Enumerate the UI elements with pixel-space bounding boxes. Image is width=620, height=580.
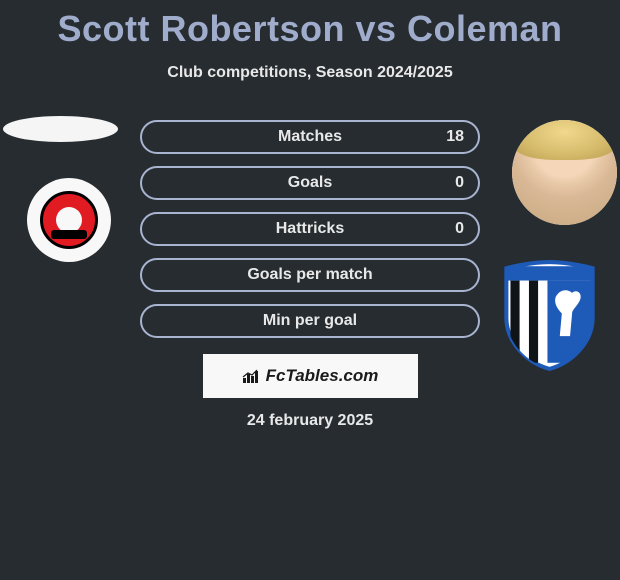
stat-value-right: 0	[455, 174, 464, 192]
stats-container: Matches 18 Goals 0 Hattricks 0 Goals per…	[140, 120, 480, 338]
stat-row-min-per-goal: Min per goal	[140, 304, 480, 338]
page-title: Scott Robertson vs Coleman	[0, 0, 620, 50]
stat-row-hattricks: Hattricks 0	[140, 212, 480, 246]
stat-label: Goals	[288, 174, 332, 192]
stat-row-goals: Goals 0	[140, 166, 480, 200]
comparison-area: Matches 18 Goals 0 Hattricks 0 Goals per…	[0, 120, 620, 430]
stat-value-right: 0	[455, 220, 464, 238]
club-badge-right	[498, 258, 601, 371]
stat-label: Matches	[278, 128, 342, 146]
club-badge-left	[27, 178, 111, 262]
date-text: 24 february 2025	[0, 412, 620, 430]
chart-icon	[242, 368, 262, 384]
stat-row-matches: Matches 18	[140, 120, 480, 154]
stat-value-right: 18	[446, 128, 464, 146]
stat-row-goals-per-match: Goals per match	[140, 258, 480, 292]
watermark-text: FcTables.com	[266, 366, 379, 386]
stat-label: Goals per match	[247, 266, 372, 284]
stat-label: Hattricks	[276, 220, 344, 238]
stat-label: Min per goal	[263, 312, 357, 330]
subtitle: Club competitions, Season 2024/2025	[0, 64, 620, 82]
avatar-left-placeholder	[3, 116, 118, 142]
avatar-right	[512, 120, 617, 225]
watermark: FcTables.com	[203, 354, 418, 398]
